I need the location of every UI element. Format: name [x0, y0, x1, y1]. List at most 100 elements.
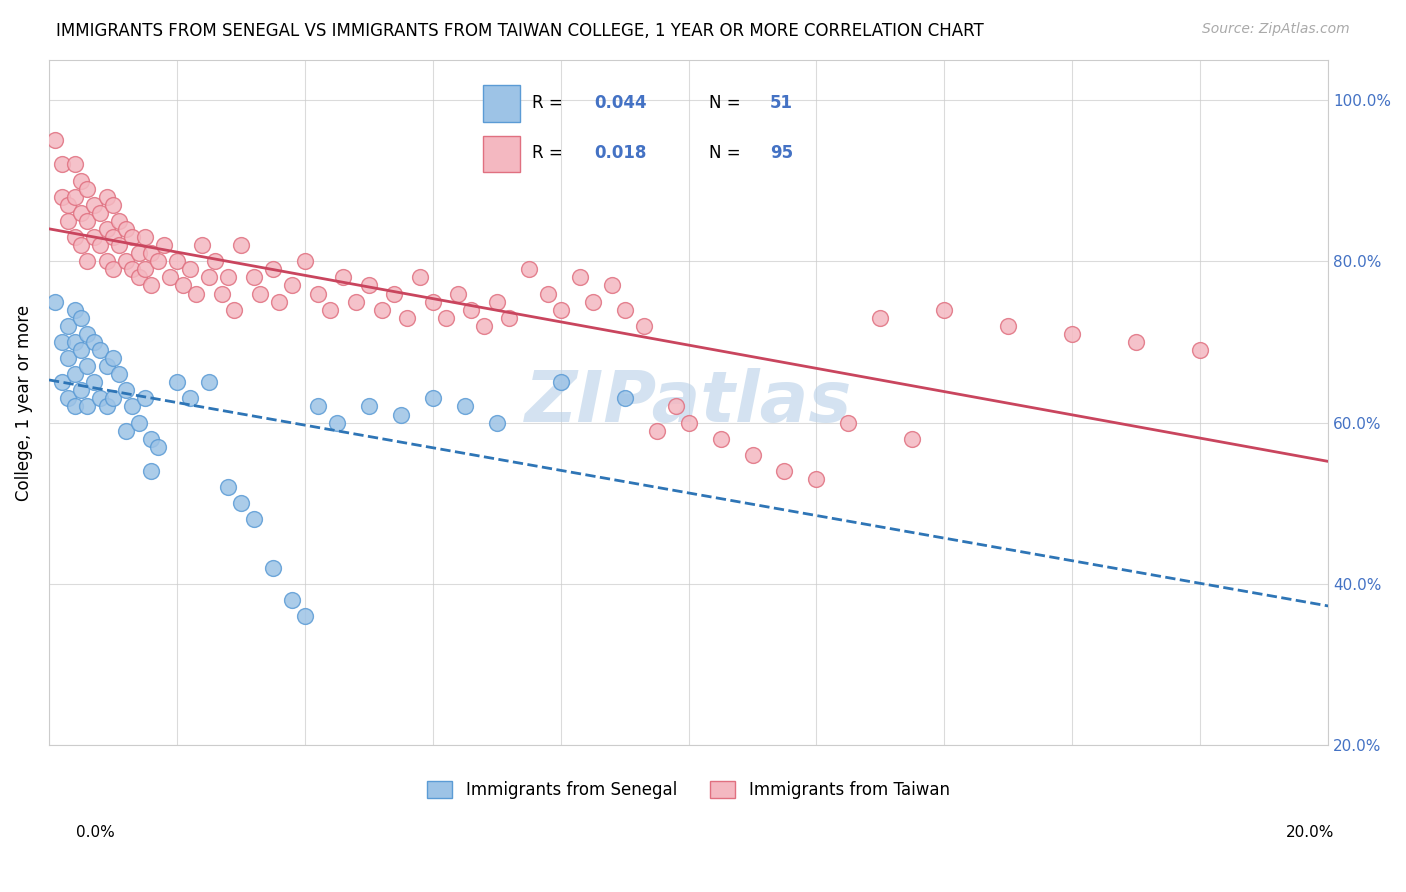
Point	[709, 432, 731, 446]
Point	[229, 238, 252, 252]
Point	[56, 392, 79, 406]
Point	[56, 198, 79, 212]
Point	[211, 286, 233, 301]
Point	[134, 392, 156, 406]
Point	[128, 270, 150, 285]
Point	[294, 254, 316, 268]
Point	[869, 310, 891, 325]
Point	[146, 440, 169, 454]
Point	[613, 392, 636, 406]
Point	[307, 400, 329, 414]
Point	[773, 464, 796, 478]
Point	[262, 262, 284, 277]
Point	[1062, 326, 1084, 341]
Point	[96, 359, 118, 373]
Legend: Immigrants from Senegal, Immigrants from Taiwan: Immigrants from Senegal, Immigrants from…	[420, 774, 956, 805]
Point	[229, 496, 252, 510]
Point	[70, 384, 93, 398]
Point	[83, 230, 105, 244]
Point	[409, 270, 432, 285]
Point	[63, 368, 86, 382]
Point	[934, 302, 956, 317]
Point	[184, 286, 207, 301]
Point	[217, 270, 239, 285]
Text: IMMIGRANTS FROM SENEGAL VS IMMIGRANTS FROM TAIWAN COLLEGE, 1 YEAR OR MORE CORREL: IMMIGRANTS FROM SENEGAL VS IMMIGRANTS FR…	[56, 22, 984, 40]
Point	[101, 230, 124, 244]
Point	[217, 480, 239, 494]
Point	[517, 262, 540, 277]
Y-axis label: College, 1 year or more: College, 1 year or more	[15, 304, 32, 500]
Point	[645, 424, 668, 438]
Point	[101, 262, 124, 277]
Point	[204, 254, 226, 268]
Point	[281, 278, 304, 293]
Point	[70, 173, 93, 187]
Point	[56, 351, 79, 365]
Text: 20.0%: 20.0%	[1286, 825, 1334, 840]
Point	[370, 302, 392, 317]
Point	[198, 376, 221, 390]
Point	[665, 400, 688, 414]
Point	[460, 302, 482, 317]
Point	[224, 302, 246, 317]
Point	[89, 392, 111, 406]
Point	[307, 286, 329, 301]
Point	[101, 351, 124, 365]
Point	[108, 368, 131, 382]
Point	[83, 334, 105, 349]
Point	[1125, 334, 1147, 349]
Point	[96, 254, 118, 268]
Point	[396, 310, 419, 325]
Point	[63, 400, 86, 414]
Point	[166, 376, 188, 390]
Point	[242, 270, 264, 285]
Point	[153, 238, 176, 252]
Point	[51, 190, 73, 204]
Text: 0.0%: 0.0%	[76, 825, 115, 840]
Point	[319, 302, 342, 317]
Point	[326, 416, 349, 430]
Point	[550, 376, 572, 390]
Point	[101, 198, 124, 212]
Point	[76, 214, 98, 228]
Point	[70, 206, 93, 220]
Point	[63, 157, 86, 171]
Point	[83, 376, 105, 390]
Point	[63, 302, 86, 317]
Point	[357, 278, 380, 293]
Point	[249, 286, 271, 301]
Point	[179, 262, 201, 277]
Point	[63, 334, 86, 349]
Point	[51, 157, 73, 171]
Point	[198, 270, 221, 285]
Point	[344, 294, 367, 309]
Point	[422, 294, 444, 309]
Text: ZIPatlas: ZIPatlas	[524, 368, 852, 437]
Point	[172, 278, 194, 293]
Point	[678, 416, 700, 430]
Point	[108, 238, 131, 252]
Point	[806, 472, 828, 486]
Point	[141, 278, 163, 293]
Point	[600, 278, 623, 293]
Point	[76, 254, 98, 268]
Point	[262, 561, 284, 575]
Point	[837, 416, 859, 430]
Point	[89, 343, 111, 357]
Point	[166, 254, 188, 268]
Point	[83, 198, 105, 212]
Point	[141, 432, 163, 446]
Point	[70, 310, 93, 325]
Point	[741, 448, 763, 462]
Point	[70, 238, 93, 252]
Point	[128, 246, 150, 260]
Point	[44, 294, 66, 309]
Point	[134, 262, 156, 277]
Point	[56, 214, 79, 228]
Point	[89, 206, 111, 220]
Point	[108, 214, 131, 228]
Point	[134, 230, 156, 244]
Point	[179, 392, 201, 406]
Point	[191, 238, 214, 252]
Point	[613, 302, 636, 317]
